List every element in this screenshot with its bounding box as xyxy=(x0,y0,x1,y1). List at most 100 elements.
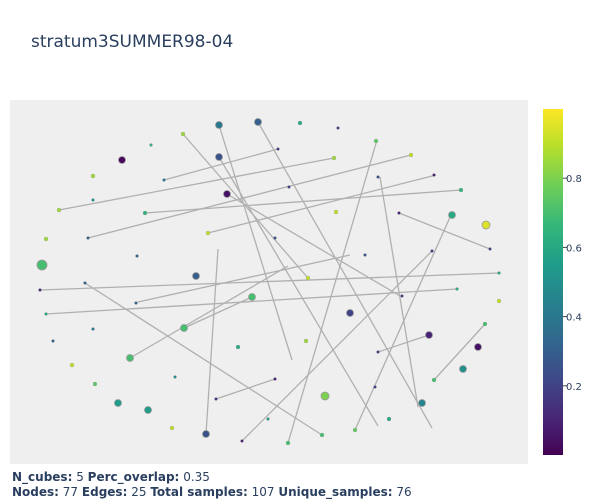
graph-node[interactable] xyxy=(458,187,464,193)
graph-node[interactable] xyxy=(114,399,122,407)
graph-node[interactable] xyxy=(92,381,98,387)
graph-node[interactable] xyxy=(173,375,177,379)
graph-node[interactable] xyxy=(144,406,152,414)
graph-node[interactable] xyxy=(448,211,456,219)
graph-node[interactable] xyxy=(69,362,75,368)
graph-node[interactable] xyxy=(169,425,175,431)
graph-node[interactable] xyxy=(192,272,200,280)
graph-edge xyxy=(144,189,462,214)
graph-node[interactable] xyxy=(320,391,330,401)
graph-node[interactable] xyxy=(474,343,482,351)
colorbar-tick-label: 0.8 xyxy=(566,174,582,185)
graph-node[interactable] xyxy=(273,377,277,381)
graph-edge xyxy=(241,250,433,442)
graph-node[interactable] xyxy=(36,259,48,271)
graph-node[interactable] xyxy=(180,131,186,137)
graph-node[interactable] xyxy=(91,198,95,202)
graph-node[interactable] xyxy=(373,385,377,389)
edges-layer xyxy=(39,121,500,444)
graph-node[interactable] xyxy=(223,190,231,198)
graph-node[interactable] xyxy=(287,185,291,189)
graph-node[interactable] xyxy=(215,153,223,161)
graph-edge xyxy=(137,254,351,303)
graph-node[interactable] xyxy=(482,321,488,327)
graph-node[interactable] xyxy=(38,288,42,292)
graph-node[interactable] xyxy=(331,155,337,161)
graph-node[interactable] xyxy=(376,175,380,179)
graph-node[interactable] xyxy=(418,399,426,407)
graph-node[interactable] xyxy=(386,416,392,422)
graph-node[interactable] xyxy=(126,354,134,362)
graph-node[interactable] xyxy=(44,312,48,316)
graph-node[interactable] xyxy=(254,118,262,126)
graph-node[interactable] xyxy=(363,253,367,257)
graph-node[interactable] xyxy=(352,427,358,433)
graph-node[interactable] xyxy=(425,331,433,339)
graph-node[interactable] xyxy=(118,156,126,164)
graph-edge xyxy=(39,272,500,291)
graph-node[interactable] xyxy=(43,236,49,242)
graph-node[interactable] xyxy=(214,397,218,401)
graph-node[interactable] xyxy=(333,209,339,215)
colorbar-tick-label: 0.4 xyxy=(566,313,582,324)
graph-node[interactable] xyxy=(134,301,138,305)
graph-node[interactable] xyxy=(373,138,379,144)
graph-edge xyxy=(218,156,379,427)
graph-node[interactable] xyxy=(346,309,354,317)
graph-edge xyxy=(354,214,452,431)
graph-node[interactable] xyxy=(397,211,401,215)
nodes-layer xyxy=(36,118,502,446)
graph-edge xyxy=(377,334,430,353)
graph-node[interactable] xyxy=(400,294,404,298)
graph-node[interactable] xyxy=(83,281,87,285)
graph-node[interactable] xyxy=(497,271,501,275)
graph-node[interactable] xyxy=(235,344,241,350)
graph-node[interactable] xyxy=(180,324,188,332)
graph-node[interactable] xyxy=(376,350,380,354)
graph-node[interactable] xyxy=(305,275,311,281)
graph-node[interactable] xyxy=(248,293,256,301)
graph-edge xyxy=(58,157,335,211)
graph-node[interactable] xyxy=(91,327,95,331)
graph-node[interactable] xyxy=(276,147,280,151)
graph-node[interactable] xyxy=(496,298,502,304)
graph-node[interactable] xyxy=(149,143,153,147)
graph-node[interactable] xyxy=(432,173,436,177)
graph-node[interactable] xyxy=(303,338,309,344)
graph-node[interactable] xyxy=(481,220,491,230)
graph-node[interactable] xyxy=(273,236,277,240)
graph-node[interactable] xyxy=(488,247,492,251)
graph-node[interactable] xyxy=(430,249,434,253)
graph-node[interactable] xyxy=(135,254,139,258)
graph-node[interactable] xyxy=(51,339,55,343)
graph-node[interactable] xyxy=(240,439,244,443)
graph-edge xyxy=(207,174,437,234)
graph-node[interactable] xyxy=(202,430,210,438)
graph-node[interactable] xyxy=(285,440,291,446)
graph-edge xyxy=(87,154,412,239)
graph-edge xyxy=(45,288,458,315)
graph-edge xyxy=(205,248,219,435)
graph-node[interactable] xyxy=(459,365,467,373)
graph-node[interactable] xyxy=(266,417,270,421)
graph-node[interactable] xyxy=(408,152,414,158)
graph-edge xyxy=(287,139,378,444)
graph-node[interactable] xyxy=(455,287,459,291)
graph-node[interactable] xyxy=(205,230,211,236)
graph-edge xyxy=(257,121,433,429)
graph-node[interactable] xyxy=(431,377,437,383)
graph-node[interactable] xyxy=(215,121,223,129)
graph-node[interactable] xyxy=(86,236,90,240)
graph-edge xyxy=(84,282,323,436)
graph-node[interactable] xyxy=(90,173,96,179)
graph-node[interactable] xyxy=(142,210,148,216)
graph-node[interactable] xyxy=(56,207,62,213)
graph-edge xyxy=(183,296,253,329)
graph-node[interactable] xyxy=(297,120,303,126)
graph-node[interactable] xyxy=(336,126,340,130)
graph-node[interactable] xyxy=(319,432,325,438)
graph-node[interactable] xyxy=(162,178,166,182)
colorbar-tick-label: 0.2 xyxy=(566,382,582,393)
graph-summary: N_cubes: 5 Perc_overlap: 0.35 Nodes: 77 … xyxy=(12,470,412,500)
